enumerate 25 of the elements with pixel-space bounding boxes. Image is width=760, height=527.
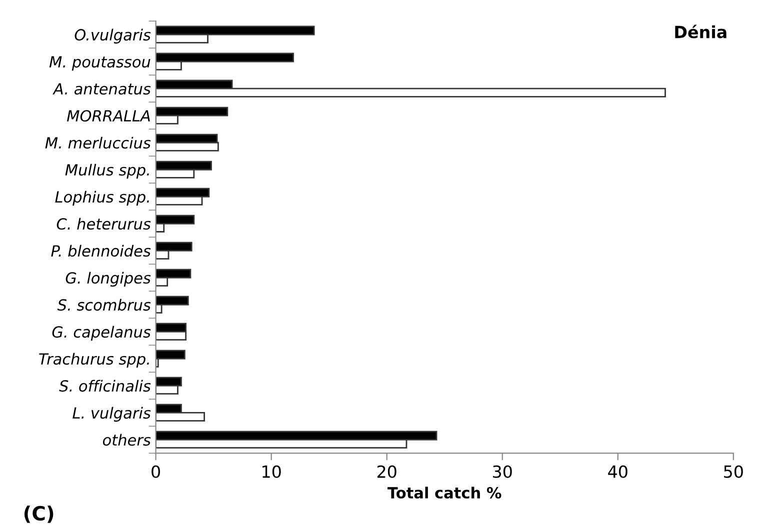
text: (C) xyxy=(24,506,54,523)
x-tick-label: 50 xyxy=(724,465,743,478)
y-tick-label: A. antenatus xyxy=(52,83,151,95)
x-tick-label: 30 xyxy=(493,465,512,478)
y-tick-label: S. scombrus xyxy=(57,298,151,311)
x-axis-title: Total catch % xyxy=(388,486,502,499)
y-tick-label: MORRALLA xyxy=(66,110,150,122)
chart-title: Dénia xyxy=(675,24,726,38)
x-tick-label: 40 xyxy=(608,465,628,478)
y-tick-label: Mullus spp. xyxy=(65,164,149,179)
y-tick-label: S. officinalis xyxy=(59,380,151,392)
y-tick-label: others xyxy=(102,434,151,446)
y-tick-label: P. blennoides xyxy=(51,244,151,257)
x-tick-label: 0 xyxy=(152,465,160,478)
y-tick-label: M. poutassou xyxy=(49,56,150,71)
y-tick-label: G. capelanus xyxy=(52,326,151,341)
y-tick-label: C. heterurus xyxy=(56,218,151,230)
y-tick-label: Trachurus spp. xyxy=(39,352,149,368)
x-tick-label: 10 xyxy=(262,465,281,478)
x-tick-label: 20 xyxy=(377,465,396,478)
y-tick-label: M. merluccius xyxy=(45,136,151,149)
y-tick-label: L. vulgaris xyxy=(72,406,151,422)
y-tick-label: O.vulgaris xyxy=(74,28,151,44)
y-tick-label: G. longipes xyxy=(66,272,151,287)
y-tick-label: Lophius spp. xyxy=(55,190,149,206)
